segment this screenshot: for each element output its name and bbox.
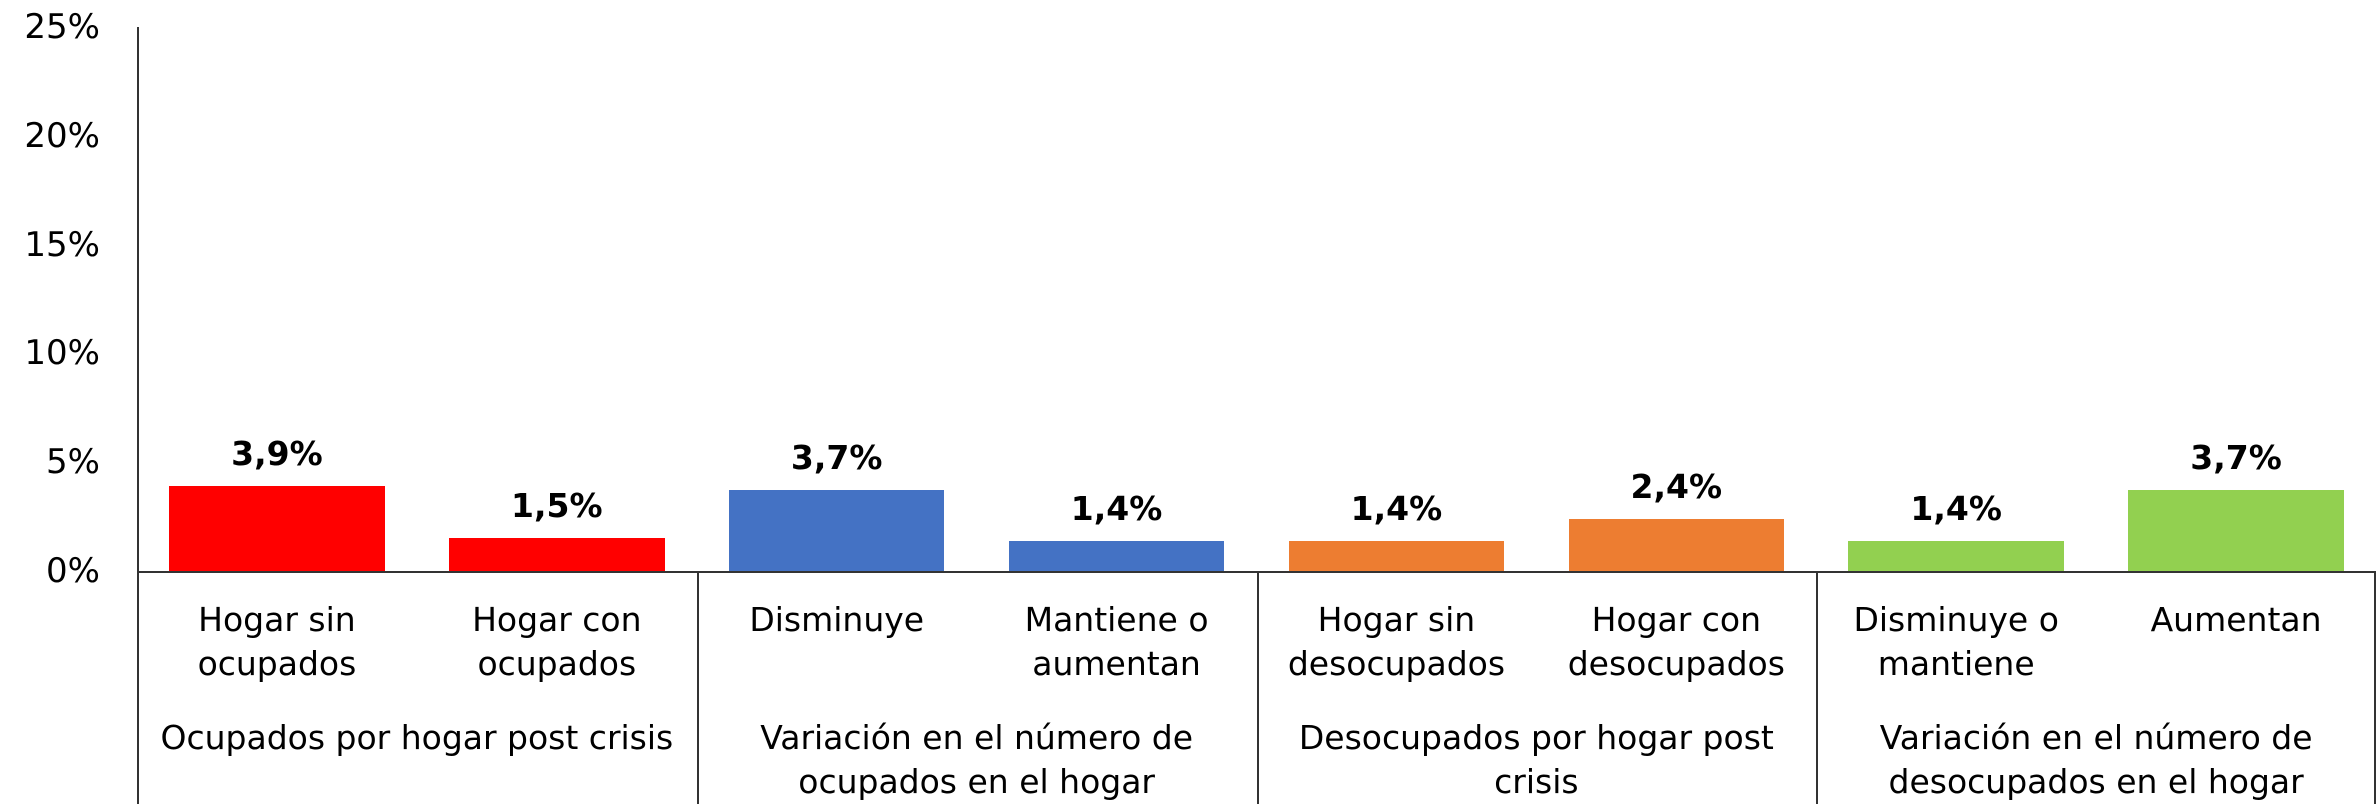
- x-tick-label: Disminuye: [749, 600, 925, 639]
- bar: [169, 486, 385, 571]
- value-label: 1,5%: [511, 486, 603, 526]
- group-separator: [696, 571, 699, 804]
- y-axis: [137, 27, 139, 804]
- y-tick-label: 0%: [46, 551, 100, 591]
- y-tick-label: 5%: [46, 442, 100, 483]
- x-tick-label: Aumentan: [2150, 600, 2322, 639]
- group-label: Desocupados por hogar post crisis: [1298, 718, 1774, 801]
- x-tick-label: Hogar con desocupados: [1567, 600, 1785, 683]
- value-label: 1,4%: [1070, 488, 1163, 528]
- x-tick-label: Disminuye o mantiene: [1853, 600, 2059, 683]
- value-label: 3,7%: [790, 438, 883, 478]
- y-tick-label: 10%: [24, 333, 100, 374]
- group-separator: [2374, 571, 2376, 804]
- y-tick-label: 15%: [24, 224, 100, 265]
- group-separator: [1816, 571, 1819, 804]
- bar: [449, 538, 665, 571]
- x-tick-label: Hogar con ocupados: [472, 600, 642, 683]
- value-label: 3,7%: [2190, 438, 2282, 478]
- x-tick-label: Mantiene o aumentan: [1024, 600, 1209, 683]
- bar: [1568, 518, 1785, 571]
- value-label: 2,4%: [1630, 466, 1723, 506]
- x-tick-label: Hogar sin desocupados: [1287, 600, 1506, 683]
- group-label: Ocupados por hogar post crisis: [160, 718, 674, 757]
- x-tick-label: Hogar sin ocupados: [197, 600, 357, 683]
- bar: [1008, 540, 1225, 571]
- value-label: 1,4%: [1910, 488, 2002, 528]
- y-tick-label: 25%: [24, 7, 100, 47]
- group-separator: [1256, 571, 1259, 804]
- value-label: 1,4%: [1350, 488, 1443, 528]
- bar: [1848, 540, 2064, 571]
- bar: [2128, 490, 2344, 571]
- group-label: Variación en el número de desocupados en…: [1879, 718, 2313, 801]
- bar: [728, 490, 945, 571]
- y-tick-label: 20%: [24, 115, 100, 156]
- value-label: 3,9%: [231, 434, 323, 474]
- group-label: Variación en el número de ocupados en el…: [760, 718, 1194, 801]
- bar: [1288, 540, 1505, 571]
